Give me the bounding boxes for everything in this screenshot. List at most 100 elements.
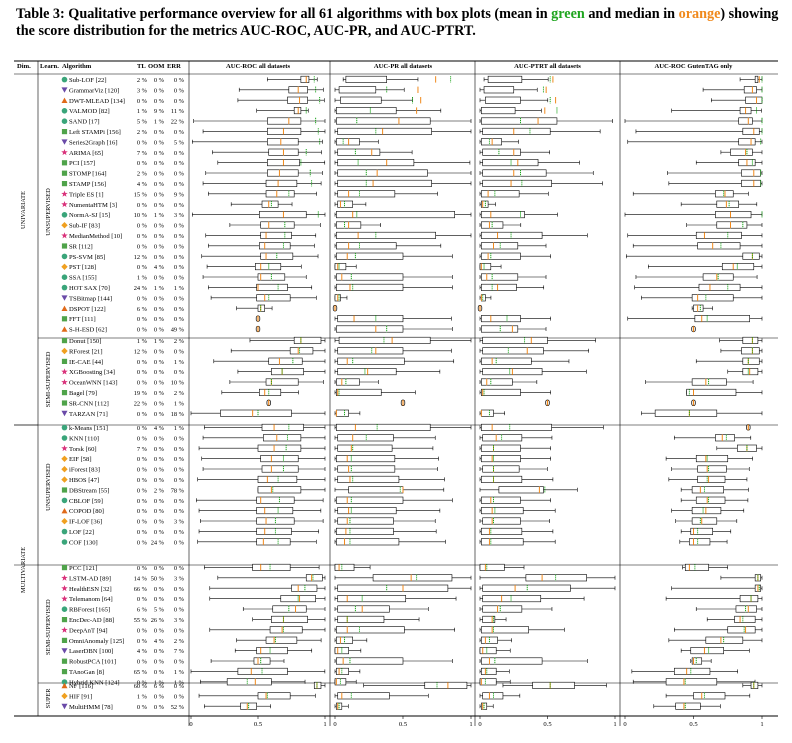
box-plot <box>190 667 326 675</box>
tl-value: 6 % <box>137 607 148 614</box>
box-plot <box>479 678 511 686</box>
tl-value: 60 % <box>134 683 148 690</box>
iqr-box <box>272 605 307 613</box>
iqr-box <box>267 127 302 135</box>
iqr-box <box>482 465 520 473</box>
iqr-box <box>256 538 291 546</box>
axis-tick-label: 0.5 <box>689 721 698 728</box>
oom-value: 4 % <box>154 264 165 271</box>
oom-value: 6 % <box>154 683 165 690</box>
iqr-box <box>481 200 489 208</box>
box-plot <box>711 96 763 104</box>
oom-value: 4 % <box>154 425 165 432</box>
square-icon <box>61 487 68 493</box>
box-plot <box>334 626 455 634</box>
triangle-up-icon <box>61 97 68 103</box>
box-plot <box>671 584 763 592</box>
box-plot <box>719 336 763 344</box>
box-plot <box>668 475 748 483</box>
box-plot <box>204 563 320 571</box>
box-plot <box>695 605 763 613</box>
tl-value: 6 % <box>137 306 148 313</box>
box-plot <box>479 378 538 386</box>
tl-value: 0 % <box>137 539 148 546</box>
box-plot <box>334 107 442 115</box>
tl-value: 0 % <box>137 565 148 572</box>
iqr-box <box>675 702 701 710</box>
err-value: 0 % <box>174 586 185 593</box>
triangle-up-icon <box>61 326 68 332</box>
algorithm-name: k-Means [151] <box>69 425 108 432</box>
iqr-box <box>338 86 377 94</box>
err-value: 0 % <box>174 275 185 282</box>
oom-value: 24 % <box>151 539 165 546</box>
box-plot <box>190 409 326 417</box>
square-icon <box>61 243 68 249</box>
box-plot <box>334 434 436 442</box>
square-icon <box>61 658 68 664</box>
iqr-box <box>481 190 520 198</box>
oom-value: 0 % <box>154 565 165 572</box>
iqr-box <box>482 615 496 623</box>
iqr-box <box>481 211 525 219</box>
iqr-box <box>481 626 529 634</box>
tl-value: 12 % <box>134 348 148 355</box>
tl-value: 0 % <box>137 638 148 645</box>
iqr-box <box>690 647 724 655</box>
learning-type-label: SUPER <box>45 688 52 709</box>
circle-icon <box>61 212 68 218</box>
iqr-box <box>695 455 729 463</box>
header-tl: TL <box>137 63 146 70</box>
square-icon <box>61 400 68 406</box>
oom-value: 0 % <box>154 139 165 146</box>
box-plot <box>671 507 745 515</box>
box-plot <box>229 221 321 229</box>
oom-value: 0 % <box>154 586 165 593</box>
err-value: 0 % <box>174 659 185 666</box>
err-value: 0 % <box>174 498 185 505</box>
tl-value: 4 % <box>137 648 148 655</box>
tl-value: 0 % <box>137 659 148 666</box>
iqr-box <box>337 368 397 376</box>
iqr-box <box>259 242 291 250</box>
algorithm-name: SR [112] <box>69 243 93 250</box>
box-plot <box>230 200 293 208</box>
algorithm-name: Triple ES [1] <box>69 191 104 198</box>
err-value: 0 % <box>174 477 185 484</box>
box-plot <box>479 231 588 239</box>
tl-value: 24 % <box>134 285 148 292</box>
oom-value: 0 % <box>154 596 165 603</box>
box-plot <box>198 692 316 700</box>
iqr-box <box>337 357 405 365</box>
star-icon <box>61 232 68 239</box>
tl-value: 1 % <box>137 108 148 115</box>
iqr-box <box>482 159 539 167</box>
iqr-box <box>482 347 544 355</box>
oom-value: 0 % <box>154 77 165 84</box>
circle-icon <box>61 108 68 114</box>
iqr-box <box>481 107 516 115</box>
iqr-box <box>256 283 288 291</box>
tl-value: 0 % <box>137 369 148 376</box>
iqr-box <box>336 252 404 260</box>
iqr-box <box>271 368 304 376</box>
box-plot <box>479 423 604 431</box>
box-plot <box>479 507 556 515</box>
iqr-box <box>336 667 349 675</box>
tl-value: 0 % <box>137 139 148 146</box>
box-plot <box>334 283 453 291</box>
box-plot <box>479 242 547 250</box>
box-plot <box>334 667 361 675</box>
circle-icon <box>61 497 68 504</box>
dimension-label-multivariate: MULTIVARIATE <box>20 547 27 593</box>
square-icon <box>61 565 68 571</box>
iqr-box <box>257 444 302 452</box>
axis-tick-label: 1 <box>760 721 763 728</box>
box-plot <box>334 336 472 344</box>
caption-green-word: green <box>551 6 585 22</box>
err-value: 1 % <box>174 359 185 366</box>
algorithm-name: RForest [21] <box>69 348 103 355</box>
diamond-icon <box>61 263 68 270</box>
box-plot <box>479 667 510 675</box>
